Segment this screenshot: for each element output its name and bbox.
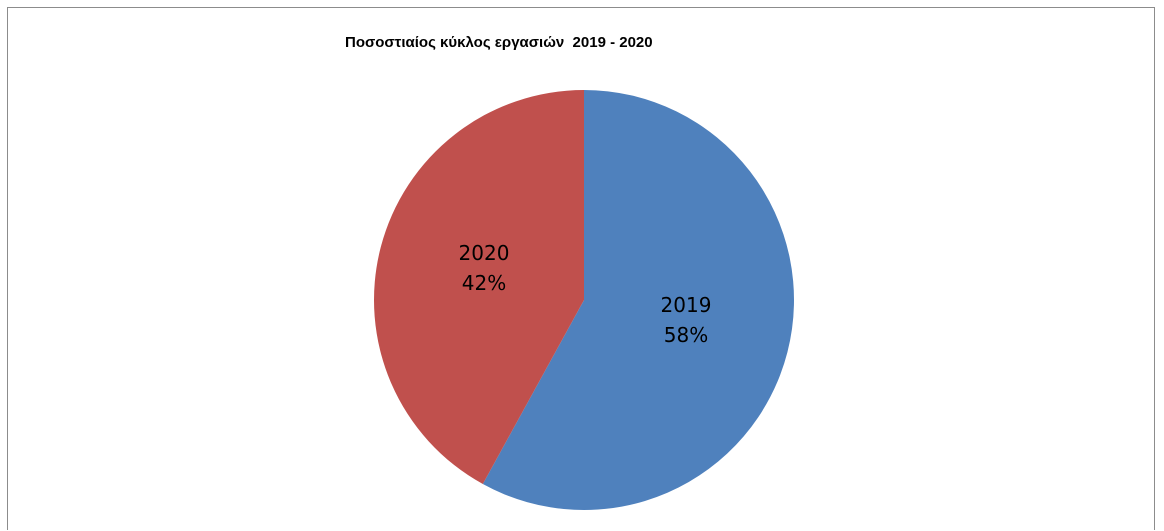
slice-percent-2019: 58% <box>664 323 708 347</box>
pie-slice-2020 <box>374 90 584 485</box>
slice-percent-2020: 42% <box>462 271 506 295</box>
chart-title: Ποσοστιαίος κύκλος εργασιών 2019 - 2020 <box>345 34 653 51</box>
slice-label-2019: 2019 <box>661 293 712 317</box>
pie-slices <box>374 90 794 510</box>
slice-label-2020: 2020 <box>459 241 510 265</box>
pie-slice-2019 <box>482 90 794 510</box>
pie-labels: 2019 58% 2020 42% <box>459 241 712 347</box>
